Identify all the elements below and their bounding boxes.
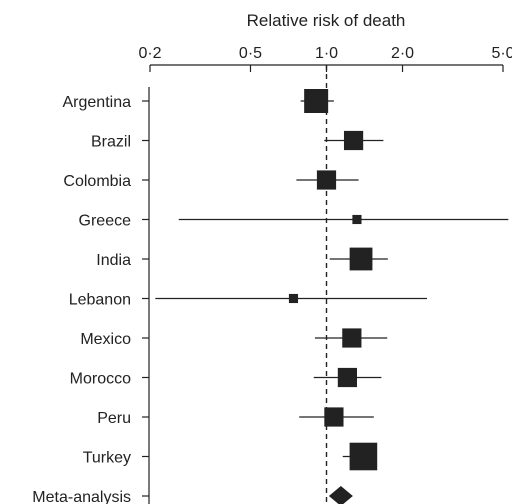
row-label: Turkey (83, 450, 131, 467)
estimate-marker (342, 328, 362, 348)
row-label: Greece (79, 213, 132, 230)
estimate-marker (349, 247, 373, 271)
x-tick-label: 5·0 (491, 45, 512, 62)
row-label: Peru (97, 410, 131, 427)
plot-rows: Argentina Brazil Colombia Greece India Lebano… (32, 89, 509, 504)
row-label: Argentina (63, 94, 132, 111)
estimate-marker (343, 130, 364, 151)
estimate-marker (288, 293, 299, 304)
row-label: Lebanon (69, 292, 131, 309)
row-label: Meta-analysis (32, 489, 131, 504)
row-label: India (96, 252, 131, 269)
estimate-marker (316, 170, 337, 190)
row-label: Mexico (80, 331, 131, 348)
estimate-marker (324, 407, 344, 427)
x-tick-label: 0·5 (239, 45, 262, 62)
estimate-marker (337, 367, 358, 388)
row-label: Morocco (70, 371, 131, 388)
chart-title: Relative risk of death (247, 11, 406, 30)
x-tick-label: 2·0 (391, 45, 414, 62)
pooled-estimate-diamond (328, 486, 353, 504)
estimate-marker (304, 89, 329, 113)
estimate-marker (349, 442, 378, 471)
row-label: Brazil (91, 134, 131, 151)
row-label: Colombia (63, 173, 131, 190)
estimate-marker (352, 214, 362, 225)
x-tick-label: 1·0 (315, 45, 338, 62)
x-axis: 0·2 0·5 1·0 2·0 5·0 (138, 45, 512, 504)
x-tick-label: 0·2 (138, 45, 161, 62)
